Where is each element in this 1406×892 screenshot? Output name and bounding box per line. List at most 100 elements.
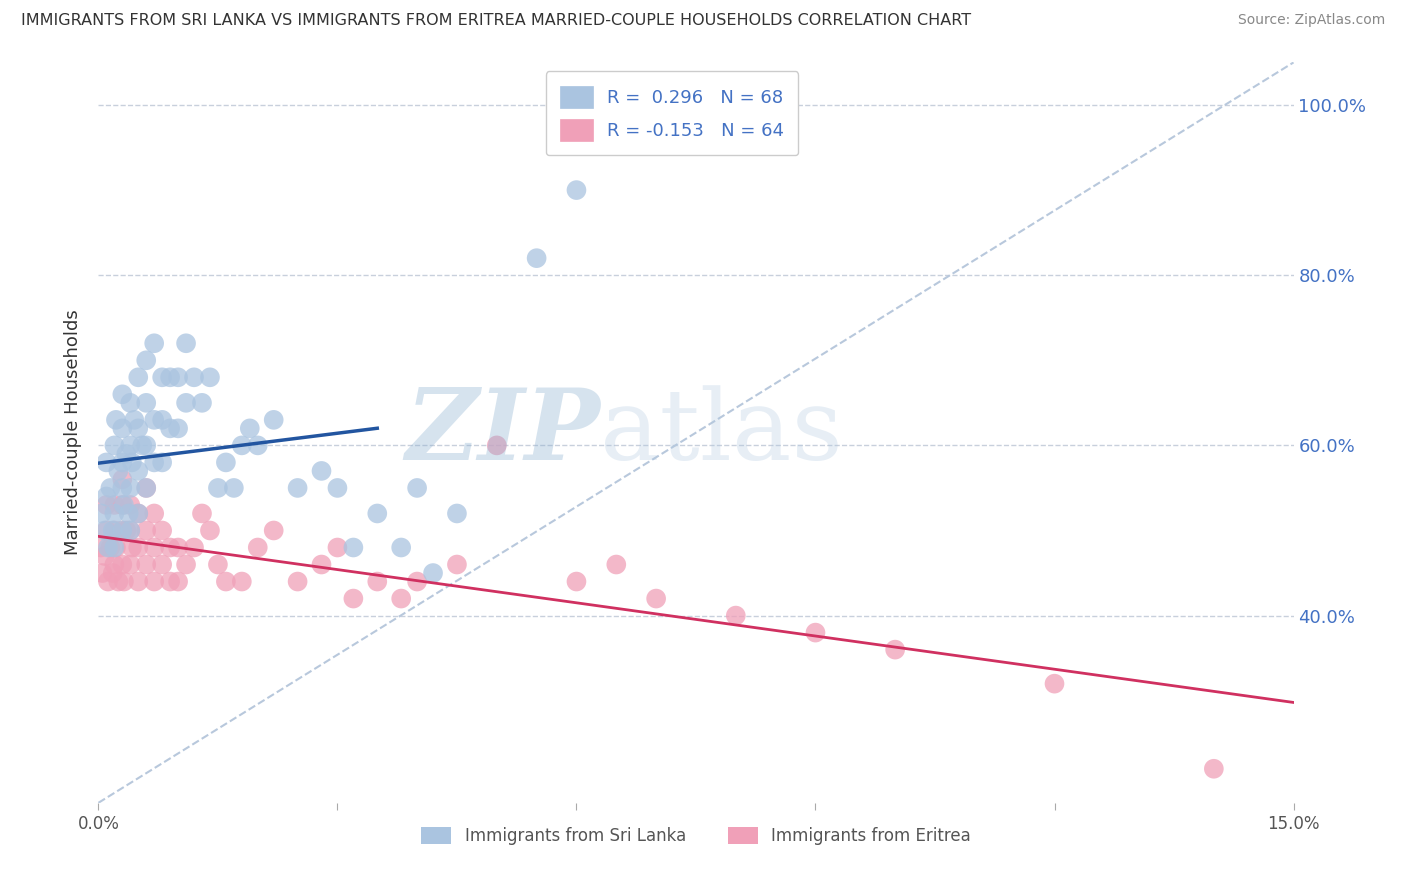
Point bbox=[120, 524, 142, 538]
Point bbox=[446, 507, 468, 521]
Point bbox=[191, 507, 214, 521]
Point bbox=[96, 498, 118, 512]
Point bbox=[121, 541, 143, 555]
Point bbox=[127, 574, 149, 589]
Point bbox=[183, 541, 205, 555]
Point bbox=[135, 353, 157, 368]
Point bbox=[143, 413, 166, 427]
Point bbox=[118, 507, 141, 521]
Text: atlas: atlas bbox=[600, 384, 844, 481]
Point bbox=[104, 541, 127, 555]
Point bbox=[150, 524, 173, 538]
Point bbox=[366, 507, 388, 521]
Point bbox=[90, 541, 112, 555]
Point bbox=[143, 574, 166, 589]
Point bbox=[422, 566, 444, 580]
Point bbox=[97, 574, 120, 589]
Point bbox=[127, 507, 149, 521]
Point bbox=[111, 524, 134, 538]
Point bbox=[389, 591, 412, 606]
Point bbox=[131, 438, 153, 452]
Point bbox=[174, 558, 197, 572]
Point bbox=[150, 370, 173, 384]
Text: ZIP: ZIP bbox=[405, 384, 600, 481]
Point bbox=[94, 524, 117, 538]
Point bbox=[135, 481, 157, 495]
Point bbox=[96, 455, 118, 469]
Point bbox=[90, 507, 112, 521]
Point bbox=[174, 336, 197, 351]
Point bbox=[198, 524, 221, 538]
Point bbox=[143, 336, 166, 351]
Point bbox=[120, 396, 142, 410]
Point bbox=[183, 370, 205, 384]
Point bbox=[326, 541, 349, 555]
Point bbox=[103, 524, 125, 538]
Point bbox=[263, 524, 285, 538]
Point bbox=[103, 438, 125, 452]
Point bbox=[101, 566, 124, 580]
Point bbox=[207, 558, 229, 572]
Point bbox=[804, 625, 827, 640]
Point bbox=[135, 524, 157, 538]
Point bbox=[150, 455, 173, 469]
Point bbox=[485, 438, 508, 452]
Point bbox=[526, 251, 548, 265]
Point bbox=[127, 370, 149, 384]
Point bbox=[167, 370, 190, 384]
Point bbox=[107, 464, 129, 478]
Point bbox=[111, 455, 134, 469]
Point bbox=[120, 481, 142, 495]
Point bbox=[127, 541, 149, 555]
Point bbox=[222, 481, 245, 495]
Point bbox=[263, 413, 285, 427]
Point bbox=[287, 574, 309, 589]
Point bbox=[111, 481, 134, 495]
Point bbox=[884, 642, 907, 657]
Point bbox=[143, 507, 166, 521]
Point bbox=[366, 574, 388, 589]
Point bbox=[159, 574, 181, 589]
Point bbox=[103, 558, 125, 572]
Point bbox=[111, 472, 134, 486]
Point bbox=[111, 558, 134, 572]
Point bbox=[565, 183, 588, 197]
Legend: Immigrants from Sri Lanka, Immigrants from Eritrea: Immigrants from Sri Lanka, Immigrants fr… bbox=[413, 819, 979, 854]
Point bbox=[112, 498, 135, 512]
Y-axis label: Married-couple Households: Married-couple Households bbox=[63, 310, 82, 556]
Point bbox=[159, 541, 181, 555]
Point bbox=[1043, 676, 1066, 690]
Point bbox=[150, 558, 173, 572]
Point bbox=[127, 421, 149, 435]
Point bbox=[246, 438, 269, 452]
Point bbox=[342, 591, 364, 606]
Point bbox=[389, 541, 412, 555]
Point bbox=[97, 541, 120, 555]
Point bbox=[605, 558, 627, 572]
Point bbox=[645, 591, 668, 606]
Point bbox=[1202, 762, 1225, 776]
Point bbox=[111, 421, 134, 435]
Point bbox=[135, 438, 157, 452]
Point bbox=[143, 541, 166, 555]
Point bbox=[287, 481, 309, 495]
Point bbox=[107, 574, 129, 589]
Point bbox=[231, 438, 253, 452]
Point bbox=[98, 541, 122, 555]
Point bbox=[198, 370, 221, 384]
Point bbox=[135, 558, 157, 572]
Point bbox=[326, 481, 349, 495]
Point bbox=[120, 438, 142, 452]
Point bbox=[98, 481, 122, 495]
Point bbox=[115, 447, 138, 461]
Point bbox=[215, 455, 238, 469]
Point bbox=[94, 549, 117, 563]
Point bbox=[96, 490, 118, 504]
Point bbox=[167, 421, 190, 435]
Point bbox=[311, 558, 333, 572]
Point bbox=[150, 413, 173, 427]
Point bbox=[91, 566, 114, 580]
Point bbox=[103, 498, 125, 512]
Point bbox=[135, 396, 157, 410]
Point bbox=[342, 541, 364, 555]
